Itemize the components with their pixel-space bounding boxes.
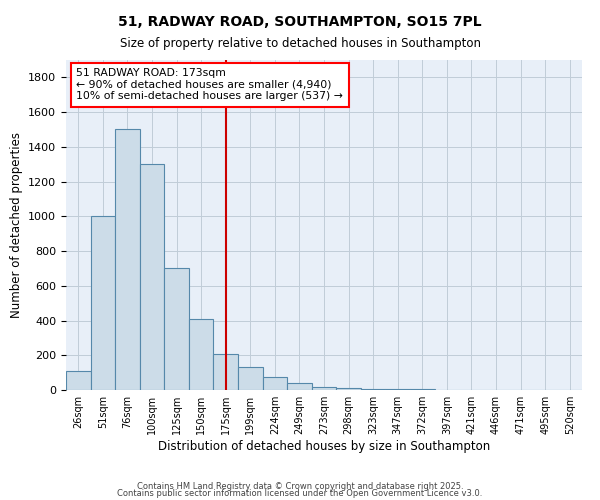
Bar xyxy=(164,268,189,390)
Bar xyxy=(361,389,385,390)
Bar xyxy=(214,354,238,390)
Bar xyxy=(336,388,361,390)
Bar xyxy=(312,386,336,390)
Text: 51 RADWAY ROAD: 173sqm
← 90% of detached houses are smaller (4,940)
10% of semi-: 51 RADWAY ROAD: 173sqm ← 90% of detached… xyxy=(76,68,343,102)
Bar xyxy=(287,383,312,390)
Bar xyxy=(115,130,140,390)
Bar xyxy=(91,216,115,390)
Bar xyxy=(140,164,164,390)
Y-axis label: Number of detached properties: Number of detached properties xyxy=(10,132,23,318)
Bar xyxy=(238,368,263,390)
Text: Contains public sector information licensed under the Open Government Licence v3: Contains public sector information licen… xyxy=(118,489,482,498)
X-axis label: Distribution of detached houses by size in Southampton: Distribution of detached houses by size … xyxy=(158,440,490,453)
Bar xyxy=(263,377,287,390)
Bar xyxy=(66,371,91,390)
Bar xyxy=(189,319,214,390)
Bar xyxy=(410,389,434,390)
Text: Contains HM Land Registry data © Crown copyright and database right 2025.: Contains HM Land Registry data © Crown c… xyxy=(137,482,463,491)
Text: Size of property relative to detached houses in Southampton: Size of property relative to detached ho… xyxy=(119,38,481,51)
Text: 51, RADWAY ROAD, SOUTHAMPTON, SO15 7PL: 51, RADWAY ROAD, SOUTHAMPTON, SO15 7PL xyxy=(118,15,482,29)
Bar xyxy=(385,389,410,390)
